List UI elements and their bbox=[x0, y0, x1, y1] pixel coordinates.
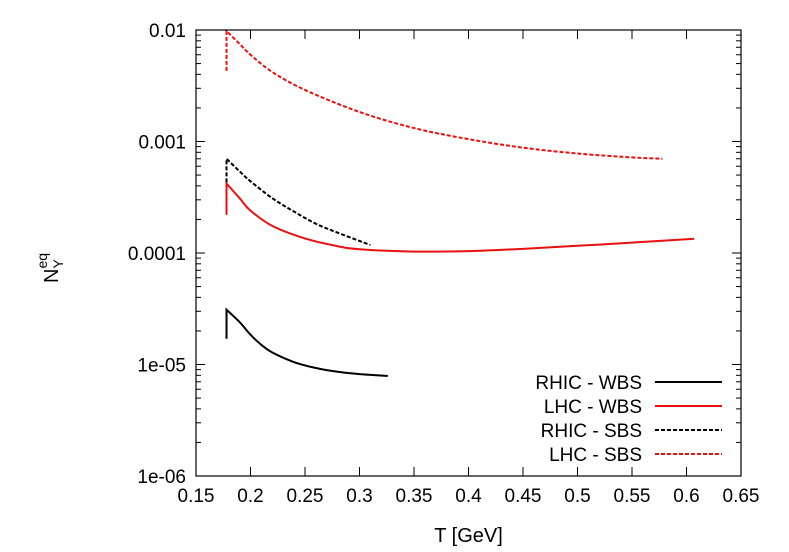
x-tick-label: 0.25 bbox=[287, 486, 324, 507]
y-tick-label: 1e-06 bbox=[137, 467, 186, 488]
series-line-2 bbox=[225, 156, 371, 246]
legend: RHIC - WBS LHC - WBS RHIC - SBS LHC - SBS bbox=[535, 373, 722, 466]
y-tick-label: 0.0001 bbox=[128, 244, 186, 265]
y-tick-label: 1e-05 bbox=[137, 356, 186, 377]
series-line-0 bbox=[225, 307, 388, 377]
x-axis-label: T [GeV] bbox=[434, 525, 503, 547]
y-tick-label: 0.001 bbox=[138, 133, 186, 154]
x-tick-label: 0.4 bbox=[455, 486, 482, 507]
plot-frame bbox=[195, 29, 742, 477]
x-tick-label: 0.2 bbox=[237, 486, 263, 507]
y-axis-label-sup: eq bbox=[34, 253, 50, 269]
legend-label: RHIC - WBS bbox=[535, 373, 642, 394]
x-tick-label: 0.55 bbox=[614, 486, 651, 507]
axis-ticks bbox=[195, 29, 742, 477]
x-tick-label: 0.65 bbox=[723, 486, 760, 507]
y-axis-label-base: N bbox=[41, 269, 63, 283]
legend-label: LHC - WBS bbox=[544, 397, 642, 418]
y-axis-label-sub: Y bbox=[50, 259, 66, 269]
x-tick-label: 0.15 bbox=[178, 486, 215, 507]
series-line-1 bbox=[225, 180, 695, 253]
x-tick-label: 0.5 bbox=[564, 486, 590, 507]
legend-label: RHIC - SBS bbox=[541, 421, 642, 442]
x-tick-label: 0.6 bbox=[673, 486, 699, 507]
series-line-3 bbox=[225, 28, 663, 160]
y-tick-label: 0.01 bbox=[149, 21, 186, 42]
x-tick-label: 0.3 bbox=[346, 486, 372, 507]
tick-labels: 0.15 0.2 0.25 0.3 0.35 0.4 0.45 0.5 0.55 0.6 0.65 1… bbox=[128, 21, 760, 507]
plot-lines bbox=[225, 28, 695, 377]
x-tick-label: 0.35 bbox=[396, 486, 433, 507]
legend-label: LHC - SBS bbox=[549, 445, 642, 466]
x-tick-label: 0.45 bbox=[505, 486, 542, 507]
y-axis-label: NYeq bbox=[34, 253, 66, 283]
